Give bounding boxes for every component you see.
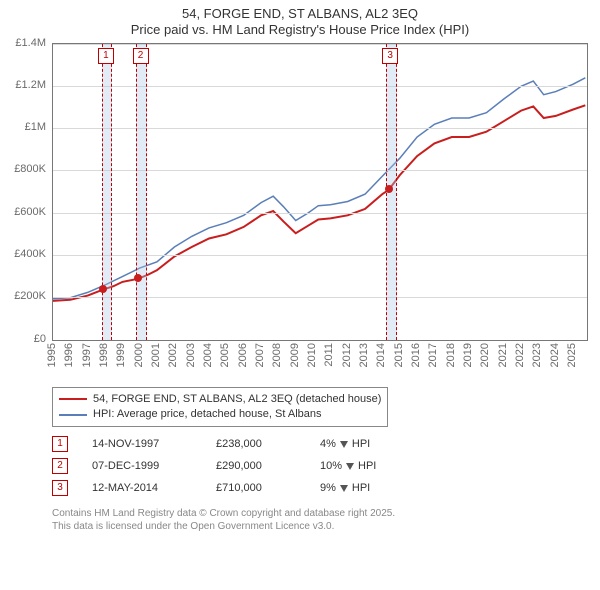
sale-delta-suffix: HPI <box>352 438 370 450</box>
gridline-h <box>53 255 587 256</box>
chart-title: 54, FORGE END, ST ALBANS, AL2 3EQ Price … <box>8 6 592 39</box>
sale-dot <box>385 185 393 193</box>
sale-delta-suffix: HPI <box>358 460 376 472</box>
x-tick-label: 2022 <box>514 343 526 367</box>
x-tick-label: 2009 <box>289 343 301 367</box>
title-line-2: Price paid vs. HM Land Registry's House … <box>8 22 592 38</box>
x-tick-label: 2002 <box>167 343 179 367</box>
sale-marker-box: 1 <box>98 48 114 64</box>
x-tick-label: 2016 <box>410 343 422 367</box>
arrow-down-icon <box>340 485 348 492</box>
sale-price: £710,000 <box>216 482 296 494</box>
y-tick-label: £1M <box>25 121 46 133</box>
sale-index-box: 2 <box>52 458 68 474</box>
sale-band <box>102 44 113 340</box>
x-tick-label: 2019 <box>462 343 474 367</box>
x-tick-label: 2006 <box>237 343 249 367</box>
x-tick-label: 2017 <box>427 343 439 367</box>
gridline-h <box>53 86 587 87</box>
y-tick-label: £1.2M <box>15 79 46 91</box>
series-line-hpi <box>53 77 585 298</box>
x-tick-label: 1997 <box>81 343 93 367</box>
x-tick-label: 1998 <box>98 343 110 367</box>
sale-delta: 4% HPI <box>320 438 410 450</box>
x-tick-label: 2015 <box>393 343 405 367</box>
sale-band <box>136 44 147 340</box>
y-axis-labels: £0£200K£400K£600K£800K£1M£1.2M£1.4M <box>8 43 50 341</box>
gridline-h <box>53 213 587 214</box>
y-tick-label: £800K <box>14 163 46 175</box>
gridline-h <box>53 170 587 171</box>
gridline-h <box>53 297 587 298</box>
sale-date: 12-MAY-2014 <box>92 482 192 494</box>
sale-delta-pct: 4% <box>320 438 336 450</box>
sales-row: 2 07-DEC-1999 £290,000 10% HPI <box>52 455 592 477</box>
x-tick-label: 2020 <box>479 343 491 367</box>
legend-row: HPI: Average price, detached house, St A… <box>59 407 381 422</box>
sale-delta-pct: 9% <box>320 482 336 494</box>
sale-index-box: 3 <box>52 480 68 496</box>
chart-box: £0£200K£400K£600K£800K£1M£1.2M£1.4M 123 … <box>8 43 592 381</box>
x-tick-label: 2012 <box>341 343 353 367</box>
sale-dot <box>99 285 107 293</box>
x-tick-label: 2003 <box>185 343 197 367</box>
sale-date: 07-DEC-1999 <box>92 460 192 472</box>
y-tick-label: £200K <box>14 290 46 302</box>
arrow-down-icon <box>346 463 354 470</box>
sales-table: 1 14-NOV-1997 £238,000 4% HPI 2 07-DEC-1999 £29… <box>52 433 592 499</box>
legend-label: 54, FORGE END, ST ALBANS, AL2 3EQ (detac… <box>93 392 381 407</box>
sale-delta: 10% HPI <box>320 460 410 472</box>
x-axis-labels: 1995199619971998199920002001200220032004… <box>52 341 588 381</box>
legend-row: 54, FORGE END, ST ALBANS, AL2 3EQ (detac… <box>59 392 381 407</box>
x-tick-label: 2024 <box>549 343 561 367</box>
legend-swatch <box>59 414 87 416</box>
x-tick-label: 2014 <box>375 343 387 367</box>
x-tick-label: 2018 <box>445 343 457 367</box>
sale-price: £290,000 <box>216 460 296 472</box>
x-tick-label: 2004 <box>202 343 214 367</box>
sale-date: 14-NOV-1997 <box>92 438 192 450</box>
legend-label: HPI: Average price, detached house, St A… <box>93 407 322 422</box>
x-tick-label: 2023 <box>531 343 543 367</box>
x-tick-label: 2008 <box>271 343 283 367</box>
footer-line-2: This data is licensed under the Open Gov… <box>52 520 592 533</box>
x-tick-label: 2001 <box>150 343 162 367</box>
plot-area: 1 2 3 <box>52 43 588 341</box>
title-line-1: 54, FORGE END, ST ALBANS, AL2 3EQ <box>8 6 592 22</box>
arrow-down-icon <box>340 441 348 448</box>
y-tick-label: £600K <box>14 206 46 218</box>
x-tick-label: 2011 <box>323 343 335 367</box>
gridline-h <box>53 44 587 45</box>
chart-svg <box>53 44 587 340</box>
sales-row: 3 12-MAY-2014 £710,000 9% HPI <box>52 477 592 499</box>
sales-row: 1 14-NOV-1997 £238,000 4% HPI <box>52 433 592 455</box>
x-tick-label: 2013 <box>358 343 370 367</box>
sale-marker-box: 3 <box>382 48 398 64</box>
chart-container: 54, FORGE END, ST ALBANS, AL2 3EQ Price … <box>0 0 600 590</box>
legend: 54, FORGE END, ST ALBANS, AL2 3EQ (detac… <box>52 387 388 428</box>
footer-text: Contains HM Land Registry data © Crown c… <box>52 507 592 533</box>
sale-index-box: 1 <box>52 436 68 452</box>
sale-dot <box>134 274 142 282</box>
y-tick-label: £0 <box>34 333 46 345</box>
sale-delta-pct: 10% <box>320 460 342 472</box>
gridline-h <box>53 128 587 129</box>
sale-marker-box: 2 <box>133 48 149 64</box>
x-tick-label: 2005 <box>219 343 231 367</box>
y-tick-label: £1.4M <box>15 37 46 49</box>
legend-swatch <box>59 398 87 400</box>
x-tick-label: 2000 <box>133 343 145 367</box>
sale-delta-suffix: HPI <box>352 482 370 494</box>
x-tick-label: 2010 <box>306 343 318 367</box>
x-tick-label: 2007 <box>254 343 266 367</box>
sale-price: £238,000 <box>216 438 296 450</box>
x-tick-label: 1999 <box>115 343 127 367</box>
y-tick-label: £400K <box>14 248 46 260</box>
sale-delta: 9% HPI <box>320 482 410 494</box>
x-tick-label: 2025 <box>566 343 578 367</box>
footer-line-1: Contains HM Land Registry data © Crown c… <box>52 507 592 520</box>
x-tick-label: 1996 <box>63 343 75 367</box>
x-tick-label: 2021 <box>497 343 509 367</box>
x-tick-label: 1995 <box>46 343 58 367</box>
